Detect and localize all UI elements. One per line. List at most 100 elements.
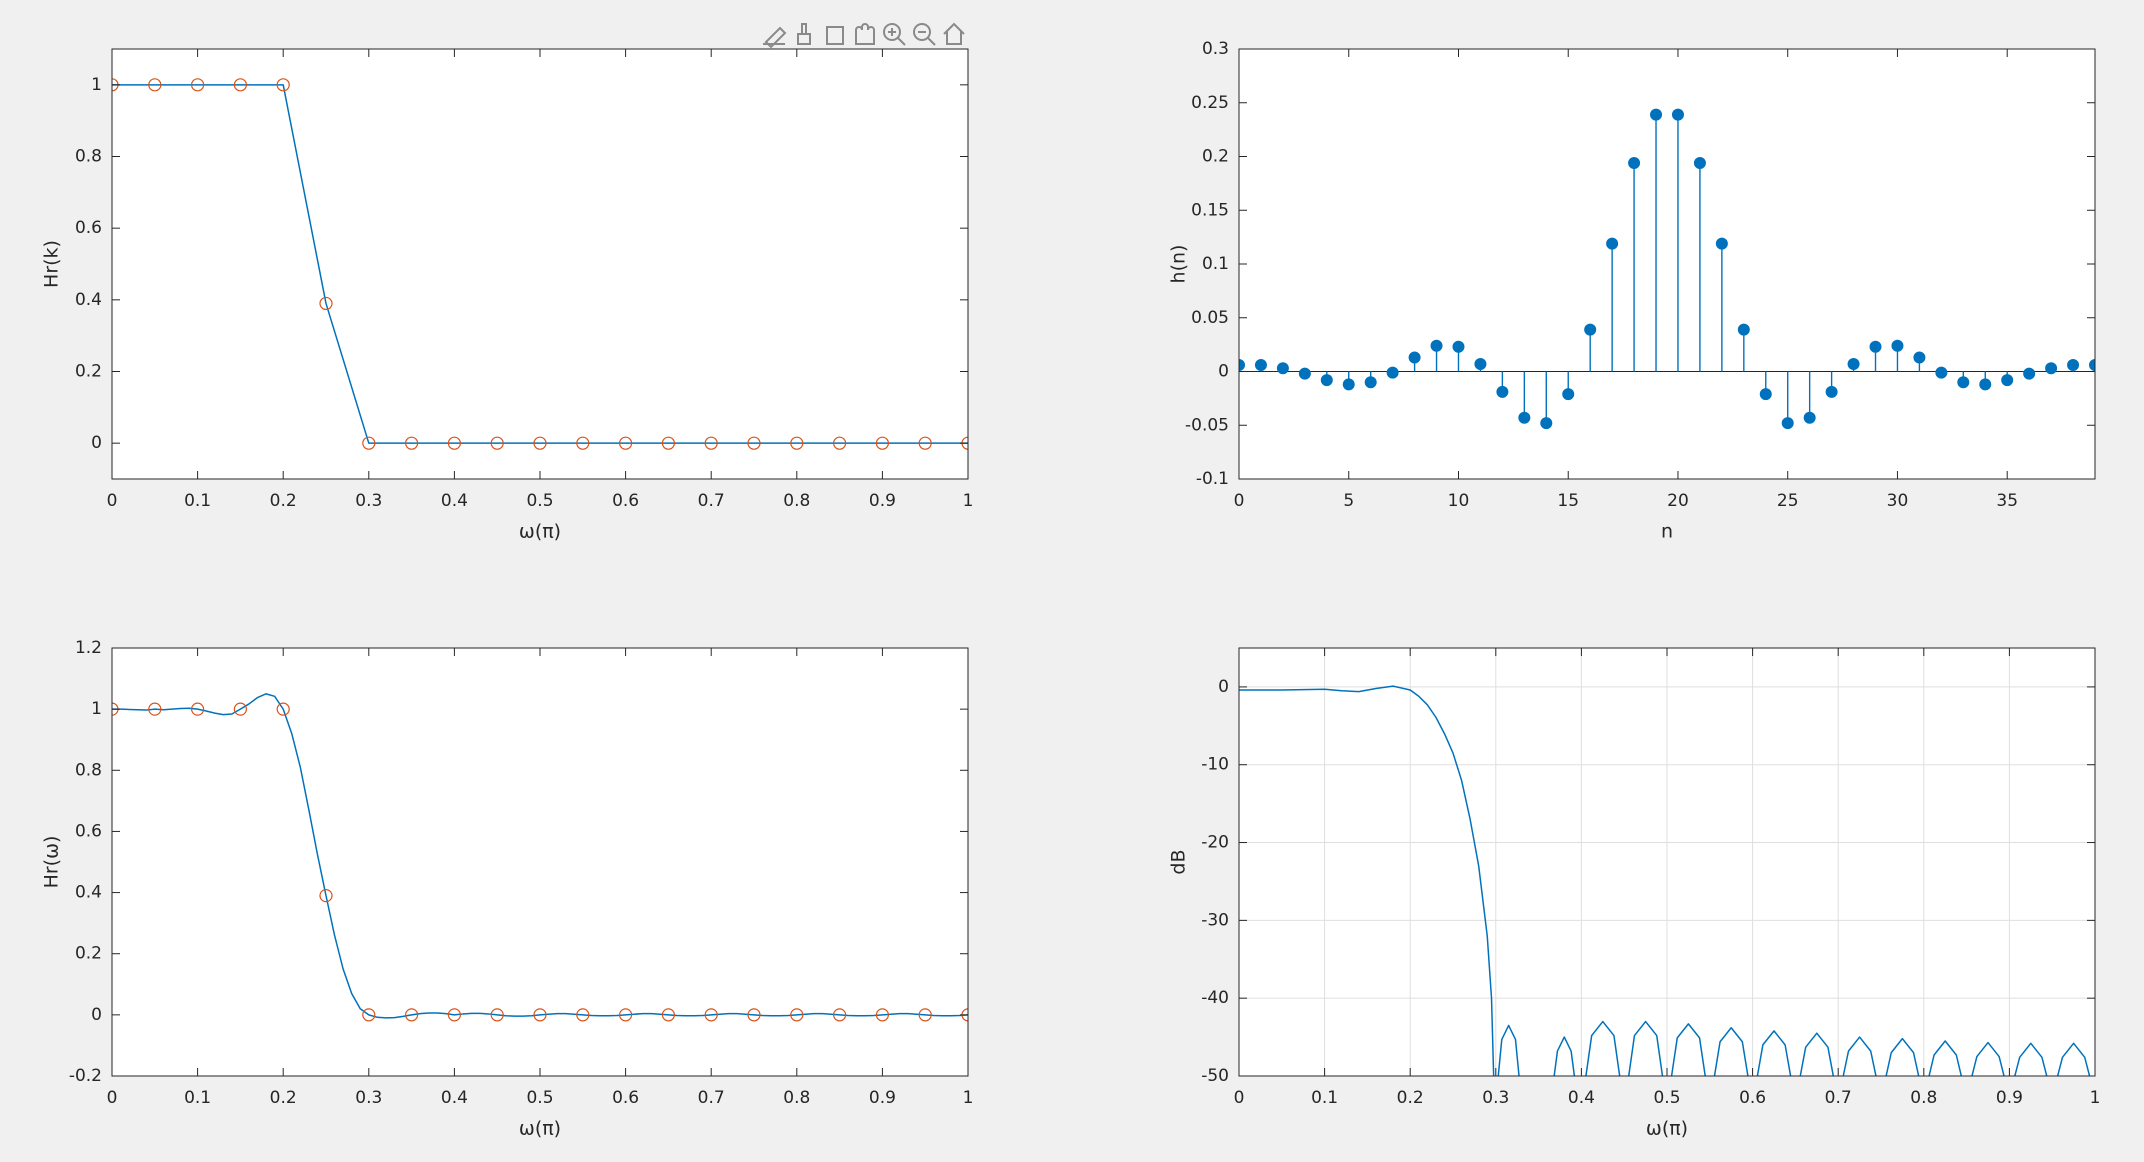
y-tick-label: 0.05 xyxy=(1191,308,1229,328)
stem-marker xyxy=(1254,359,1267,372)
y-axis-label: Hr(ω) xyxy=(41,836,63,889)
point-marker xyxy=(661,1008,676,1022)
toolbar-legend[interactable] xyxy=(826,26,844,45)
x-tick-label: 0.9 xyxy=(869,1088,896,1108)
point-marker xyxy=(704,1008,718,1022)
plot-series xyxy=(112,78,968,450)
x-tick-label: 0.1 xyxy=(1311,1088,1338,1108)
line-series xyxy=(112,84,968,444)
y-tick-label: 0.8 xyxy=(75,147,102,167)
x-axis-label: ω(π) xyxy=(519,521,561,543)
point-marker xyxy=(918,436,932,450)
point-marker xyxy=(319,296,333,311)
stem-marker xyxy=(1239,359,1245,372)
point-marker xyxy=(875,436,890,450)
stem-marker xyxy=(1562,388,1575,401)
point-marker xyxy=(405,436,419,450)
point-marker xyxy=(276,78,290,92)
toolbar-brush[interactable] xyxy=(763,26,787,49)
stem-marker xyxy=(1913,351,1926,364)
stem-marker xyxy=(1320,374,1333,387)
stem-marker xyxy=(1935,366,1948,379)
x-tick-label: 5 xyxy=(1343,491,1354,511)
x-tick-label: 0.7 xyxy=(698,1088,725,1108)
point-marker xyxy=(576,1008,590,1022)
stem-marker xyxy=(1891,339,1904,352)
y-tick-label: 0.15 xyxy=(1191,200,1229,220)
stem-marker xyxy=(1715,237,1728,250)
stem-marker xyxy=(1650,108,1663,121)
stem-marker xyxy=(1298,367,1311,380)
stem-marker xyxy=(1606,237,1619,250)
plot-series xyxy=(1239,685,2091,1076)
x-tick-label: 0.3 xyxy=(355,1088,382,1108)
toolbar-clean[interactable] xyxy=(797,23,811,45)
stem-marker xyxy=(1386,366,1399,379)
plot-area xyxy=(112,49,968,479)
y-tick-label: 0.6 xyxy=(75,821,102,841)
x-tick-label: 10 xyxy=(1448,491,1470,511)
toolbar-zoom-in[interactable] xyxy=(883,23,901,41)
plot-series xyxy=(1239,108,2095,430)
x-axis-label: ω(π) xyxy=(519,1118,561,1140)
axes-box xyxy=(111,48,969,480)
y-tick-label: -0.1 xyxy=(1196,469,1229,489)
y-tick-label: 0.25 xyxy=(1191,93,1229,113)
x-tick-label: 0.2 xyxy=(1397,1088,1424,1108)
toolbar-zoom-out[interactable] xyxy=(913,23,931,41)
x-tick-label: 1 xyxy=(963,1088,974,1108)
point-marker xyxy=(704,436,718,450)
stem-marker xyxy=(1759,388,1772,401)
plot-series xyxy=(112,693,968,1022)
stem-marker xyxy=(1540,417,1553,430)
x-tick-label: 0.8 xyxy=(1910,1088,1937,1108)
y-tick-label: 0.2 xyxy=(75,362,102,382)
x-tick-label: 0.1 xyxy=(184,1088,211,1108)
toolbar-home[interactable] xyxy=(943,22,965,45)
axes-box xyxy=(111,647,969,1077)
y-tick-label: 1.2 xyxy=(75,638,102,658)
stem-marker xyxy=(1693,156,1706,169)
y-tick-label: 1 xyxy=(91,699,102,719)
point-marker xyxy=(276,702,290,716)
point-marker xyxy=(618,1008,633,1022)
y-tick-label: 1 xyxy=(91,75,102,95)
point-marker xyxy=(875,1008,890,1022)
x-tick-label: 0.9 xyxy=(869,491,896,511)
stem-marker xyxy=(1671,108,1684,121)
x-tick-label: 0.8 xyxy=(783,491,810,511)
stem-marker xyxy=(1430,339,1443,352)
x-axis-label: n xyxy=(1661,521,1673,543)
x-tick-label: 0.5 xyxy=(1653,1088,1680,1108)
x-tick-label: 0 xyxy=(107,491,118,511)
point-marker xyxy=(832,436,847,450)
y-tick-label: 0.6 xyxy=(75,218,102,238)
stem-marker xyxy=(2023,367,2036,380)
point-marker xyxy=(747,436,761,450)
stem-marker xyxy=(1496,385,1509,398)
plot-area xyxy=(112,648,968,1076)
stem-marker xyxy=(1825,385,1838,398)
line-series xyxy=(112,693,968,1019)
y-tick-label: 0.1 xyxy=(1202,254,1229,274)
axes: 0 0.1 0.2 0.3 0.4 0.5 0.6 0.7 0.8 0.9 1 -50 -40 -30 -2… xyxy=(1168,647,2100,1140)
stem-marker xyxy=(1518,411,1531,424)
stem-marker xyxy=(1869,340,1882,353)
y-tick-label: 0 xyxy=(1218,677,1229,697)
axes-toolbar[interactable] xyxy=(763,22,965,49)
point-marker xyxy=(405,1008,419,1022)
x-tick-label: 0.5 xyxy=(526,1088,553,1108)
y-tick-label: -0.05 xyxy=(1185,415,1229,435)
point-marker xyxy=(233,702,247,716)
plot-area xyxy=(1239,49,2095,479)
point-marker xyxy=(832,1008,847,1022)
toolbar-pan[interactable] xyxy=(855,23,875,45)
stem-marker xyxy=(1364,376,1377,389)
x-tick-label: 20 xyxy=(1667,491,1689,511)
stem-marker xyxy=(1628,156,1641,169)
y-tick-label: 0 xyxy=(91,1005,102,1025)
point-marker xyxy=(490,1008,504,1022)
stem-marker xyxy=(1452,340,1465,353)
line-series xyxy=(1239,685,2091,1076)
point-marker xyxy=(447,436,461,450)
